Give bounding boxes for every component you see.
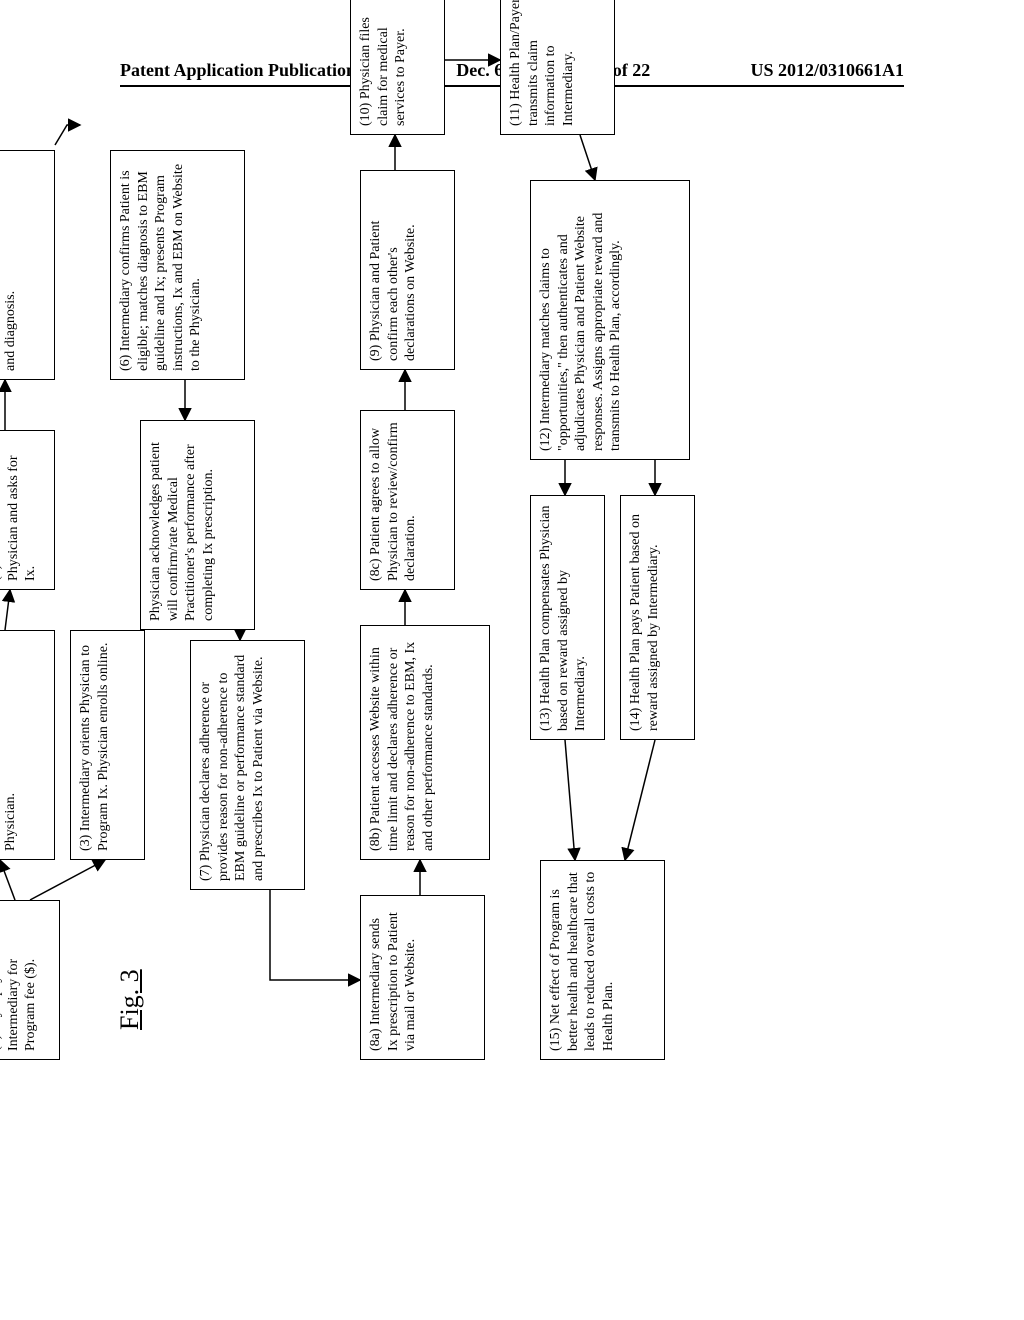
figure-label: Fig. 3 — [115, 969, 145, 1030]
arrow-n1-n3 — [30, 860, 105, 900]
node-n3: (3) Intermediary orients Physician to Pr… — [70, 630, 145, 860]
arrow-n14-n15 — [625, 740, 655, 860]
node-n1: (1) Payer pays Intermediary for Program … — [0, 900, 60, 1060]
node-n6b: Physician acknowledges patient will conf… — [140, 420, 255, 630]
arrow-n5-n6 — [55, 125, 80, 145]
node-n6: (6) Intermediary confirms Patient is eli… — [110, 150, 245, 380]
node-n8a: (8a) Intermediary sends Ix prescription … — [360, 895, 485, 1060]
node-n2: (2) Intermediary/Payer enrolls Patient a… — [0, 630, 55, 860]
node-n13: (13) Health Plan compensates Physician b… — [530, 495, 605, 740]
node-n15: (15) Net effect of Program is better hea… — [540, 860, 665, 1060]
node-n14: (14) Health Plan pays Patient based on r… — [620, 495, 695, 740]
node-n8c: (8c) Patient agrees to allow Physician t… — [360, 410, 455, 590]
arrow-n1-n2 — [0, 860, 15, 900]
flowchart: (1) Payer pays Intermediary for Program … — [0, 300, 1024, 1060]
arrow-n13-n15 — [565, 740, 575, 860]
node-n9: (9) Physician and Patient confirm each o… — [360, 170, 455, 370]
node-n4: (4) Patient visits Physician and asks fo… — [0, 430, 55, 590]
arrow-n2-n4 — [5, 590, 10, 630]
node-n11: (11) Health Plan/Payer transmits claim i… — [500, 0, 615, 135]
node-n8b: (8b) Patient accesses Website within tim… — [360, 625, 490, 860]
node-n12: (12) Intermediary matches claims to "opp… — [530, 180, 690, 460]
arrow-n11-n12 — [580, 135, 595, 180]
node-n5: (5) Physician accesses Program's Website… — [0, 150, 55, 380]
header-right: US 2012/0310661A1 — [750, 60, 904, 81]
node-n10: (10) Physician files claim for medical s… — [350, 0, 445, 135]
node-n7: (7) Physician declares adherence or prov… — [190, 640, 305, 890]
arrow-n7-n8a — [270, 890, 360, 980]
